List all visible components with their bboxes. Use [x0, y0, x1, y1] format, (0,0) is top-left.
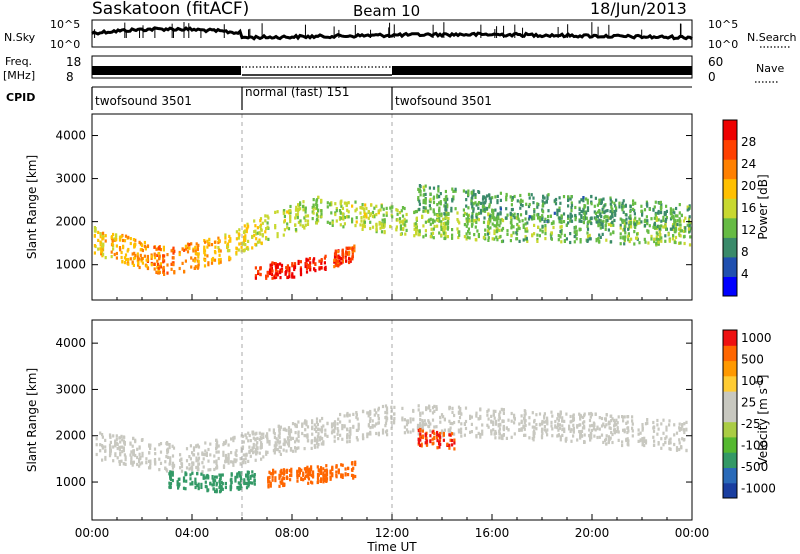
colorbar-tick-label: -25 [741, 417, 761, 431]
nsky-tick-top: 10^5 [50, 18, 80, 31]
colorbar-swatch [723, 436, 737, 453]
y-tick-label: 1000 [55, 258, 86, 272]
colorbar-tick-label: 1000 [741, 331, 772, 345]
velocity-panel: 1000 2000 3000 4000 Slant Range [km] 1000 50… [25, 319, 776, 521]
velocity-y-ticks: 1000 2000 3000 4000 [55, 336, 692, 489]
x-tick-label: 20:00 [575, 526, 610, 540]
colorbar-tick-label: -500 [741, 460, 768, 474]
colorbar-tick-label: 4 [741, 267, 749, 281]
colorbar-swatch [723, 391, 737, 407]
colorbar-swatch [723, 139, 737, 160]
x-tick-label: 16:00 [475, 526, 510, 540]
colorbar-swatch [723, 159, 737, 180]
colorbar-swatch [723, 330, 737, 346]
velocity-y-label: Slant Range [km] [25, 368, 39, 472]
colorbar-tick-label: -100 [741, 439, 768, 453]
nsearch-tick-bottom: 10^0 [708, 38, 738, 51]
colorbar-swatch [723, 467, 737, 484]
colorbar-tick-label: 500 [741, 353, 764, 367]
cpid-seg-2: normal (fast) 151 [245, 85, 349, 99]
y-tick-label: 3000 [55, 172, 86, 186]
cpid-strip: CPID twofsound 3501 normal (fast) 151 tw… [6, 85, 692, 110]
colorbar-swatch [723, 217, 737, 238]
freq-block-1 [92, 66, 241, 75]
nave-tick-bottom: 0 [708, 70, 716, 84]
colorbar-tick-label: 12 [741, 223, 756, 237]
colorbar-tick-label: 100 [741, 374, 764, 388]
colorbar-tick-label: 28 [741, 135, 756, 149]
freq-unit: [MHz] [3, 69, 35, 82]
colorbar-tick-label: -1000 [741, 482, 776, 496]
freq-strip: Freq. [MHz] 18 8 60 0 Nave [3, 55, 784, 84]
colorbar-tick-label: 20 [741, 179, 756, 193]
power-colorbar: 4 8 12 16 20 24 28 [722, 119, 756, 297]
colorbar-swatch [723, 452, 737, 468]
nsearch-tick-top: 10^5 [708, 18, 738, 31]
nsky-label: N.Sky [4, 31, 36, 44]
cpid-label: CPID [6, 91, 35, 104]
freq-block-2 [392, 66, 692, 75]
velocity-heatmap [95, 404, 688, 494]
y-tick-label: 1000 [55, 475, 86, 489]
colorbar-swatch [723, 375, 737, 392]
nsky-strip: N.Sky 10^5 10^0 10^5 10^0 N.Search [4, 18, 797, 51]
freq-label: Freq. [5, 55, 32, 68]
x-tick-label: 00:00 [675, 526, 710, 540]
power-panel: 1000 2000 3000 4000 Slant Range [km] 4 8 12 16… [25, 113, 770, 301]
nsky-tick-bottom: 10^0 [50, 38, 80, 51]
y-tick-label: 3000 [55, 382, 86, 396]
date-title: 18/Jun/2013 [590, 0, 687, 18]
power-colorbar-label: Power [dB] [756, 174, 770, 239]
colorbar-tick-label: 16 [741, 201, 756, 215]
colorbar-swatch [723, 237, 737, 258]
y-tick-label: 4000 [55, 336, 86, 350]
x-tick-label: 00:00 [75, 526, 110, 540]
colorbar-tick-label: 24 [741, 157, 756, 171]
colorbar-swatch [723, 360, 737, 377]
colorbar-tick-label: 8 [741, 245, 749, 259]
colorbar-swatch [723, 482, 737, 499]
power-y-label: Slant Range [km] [25, 155, 39, 259]
velocity-colorbar-label: Velocity [m s-1] [755, 375, 770, 466]
beam-title: Beam 10 [353, 2, 420, 20]
x-axis-ticks: 00:00 04:00 08:00 12:00 16:00 20:00 00:00 [75, 294, 710, 540]
power-heatmap [93, 184, 692, 280]
x-tick-label: 08:00 [275, 526, 310, 540]
nsky-trace [91, 22, 693, 41]
station-title: Saskatoon (fitACF) [92, 0, 249, 19]
power-y-ticks: 1000 2000 3000 4000 [55, 129, 692, 272]
velocity-colorbar: 1000 500 100 25 -25 -100 -500 -1000 [722, 329, 776, 499]
freq-tick-top: 18 [66, 55, 81, 69]
colorbar-swatch [723, 120, 737, 141]
cpid-seg-3: twofsound 3501 [395, 94, 492, 108]
y-tick-label: 2000 [55, 215, 86, 229]
colorbar-swatch [723, 178, 737, 199]
colorbar-tick-label: 25 [741, 396, 756, 410]
y-tick-label: 2000 [55, 429, 86, 443]
colorbar-swatch [723, 256, 737, 277]
y-tick-label: 4000 [55, 129, 86, 143]
colorbar-swatch [723, 198, 737, 219]
colorbar-swatch [723, 276, 737, 297]
freq-tick-bottom: 8 [66, 70, 74, 84]
x-tick-label: 12:00 [375, 526, 410, 540]
colorbar-swatch [723, 421, 737, 438]
colorbar-swatch [723, 406, 737, 423]
nave-tick-top: 60 [708, 55, 723, 69]
nave-label: Nave [756, 62, 784, 75]
nsearch-label: N.Search [747, 31, 797, 44]
x-axis-label: Time UT [366, 540, 417, 554]
cpid-seg-1: twofsound 3501 [95, 94, 192, 108]
colorbar-swatch [723, 345, 737, 362]
x-tick-label: 04:00 [175, 526, 210, 540]
